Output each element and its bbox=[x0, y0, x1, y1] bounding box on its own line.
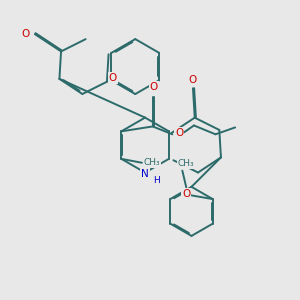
Text: O: O bbox=[21, 29, 29, 39]
Text: O: O bbox=[189, 75, 197, 85]
Text: O: O bbox=[182, 189, 190, 199]
Text: O: O bbox=[175, 128, 183, 138]
Text: CH₃: CH₃ bbox=[178, 159, 195, 168]
Text: O: O bbox=[150, 82, 158, 92]
Text: N: N bbox=[141, 169, 149, 178]
Text: CH₃: CH₃ bbox=[143, 158, 160, 167]
Text: H: H bbox=[154, 176, 160, 185]
Text: O: O bbox=[109, 73, 117, 83]
